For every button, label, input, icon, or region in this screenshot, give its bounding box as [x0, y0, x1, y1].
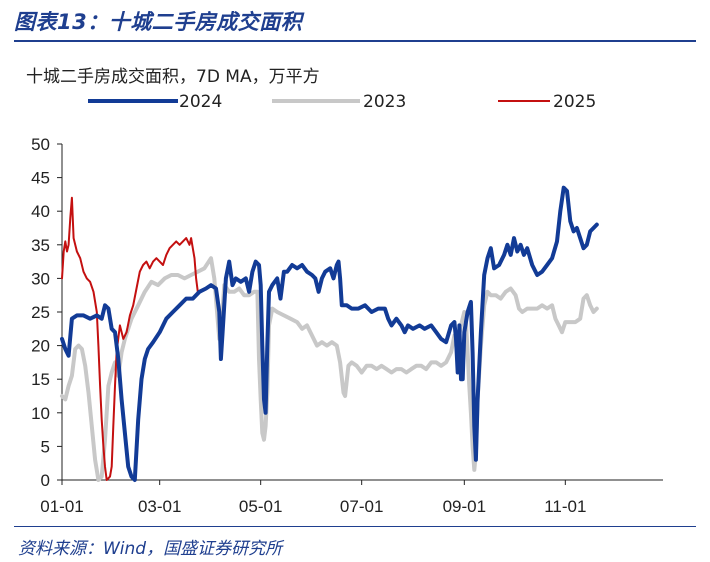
- y-tick-label: 35: [31, 236, 50, 255]
- x-tick-label: 07-01: [340, 497, 383, 516]
- source-divider: [14, 526, 696, 527]
- legend-swatch-2023: [272, 99, 360, 103]
- source-note: 资料来源：Wind，国盛证券研究所: [18, 539, 283, 559]
- y-tick-label: 45: [31, 169, 50, 188]
- y-tick-label: 0: [41, 471, 50, 490]
- y-tick-label: 10: [31, 404, 50, 423]
- x-tick-label: 11-01: [544, 497, 586, 516]
- legend-label-2024: 2024: [179, 92, 223, 112]
- x-tick-label: 05-01: [239, 497, 282, 516]
- series-line-2023: [60, 256, 599, 482]
- x-tick-label: 01-01: [40, 497, 83, 516]
- figure-title: 图表13：十城二手房成交面积: [14, 10, 303, 34]
- legend-swatch-2024: [88, 99, 178, 103]
- chart-legend: 2024 2023 2025: [0, 92, 710, 112]
- legend-label-2023: 2023: [363, 92, 407, 112]
- chart-axes: 0 5 10 15 20 25 30 35 40 45 50 01-01 03-01 05-01 07-01…: [31, 135, 663, 516]
- chart-subtitle: 十城二手房成交面积，7D MA，万平方: [26, 67, 320, 87]
- y-tick-label: 25: [31, 303, 50, 322]
- y-tick-label: 20: [31, 337, 50, 356]
- y-tick-label: 30: [31, 269, 50, 288]
- y-tick-label: 5: [41, 437, 50, 456]
- series-line-2025: [61, 196, 199, 481]
- legend-swatch-2025: [498, 100, 550, 102]
- x-tick-label: 09-01: [443, 497, 486, 516]
- legend-label-2025: 2025: [553, 92, 597, 112]
- y-tick-label: 15: [31, 370, 50, 389]
- chart-series: [60, 185, 599, 482]
- series-line-2024: [60, 185, 599, 482]
- y-tick-label: 50: [31, 135, 50, 154]
- x-tick-label: 03-01: [138, 497, 181, 516]
- title-divider: [14, 40, 696, 42]
- y-tick-label: 40: [31, 202, 50, 221]
